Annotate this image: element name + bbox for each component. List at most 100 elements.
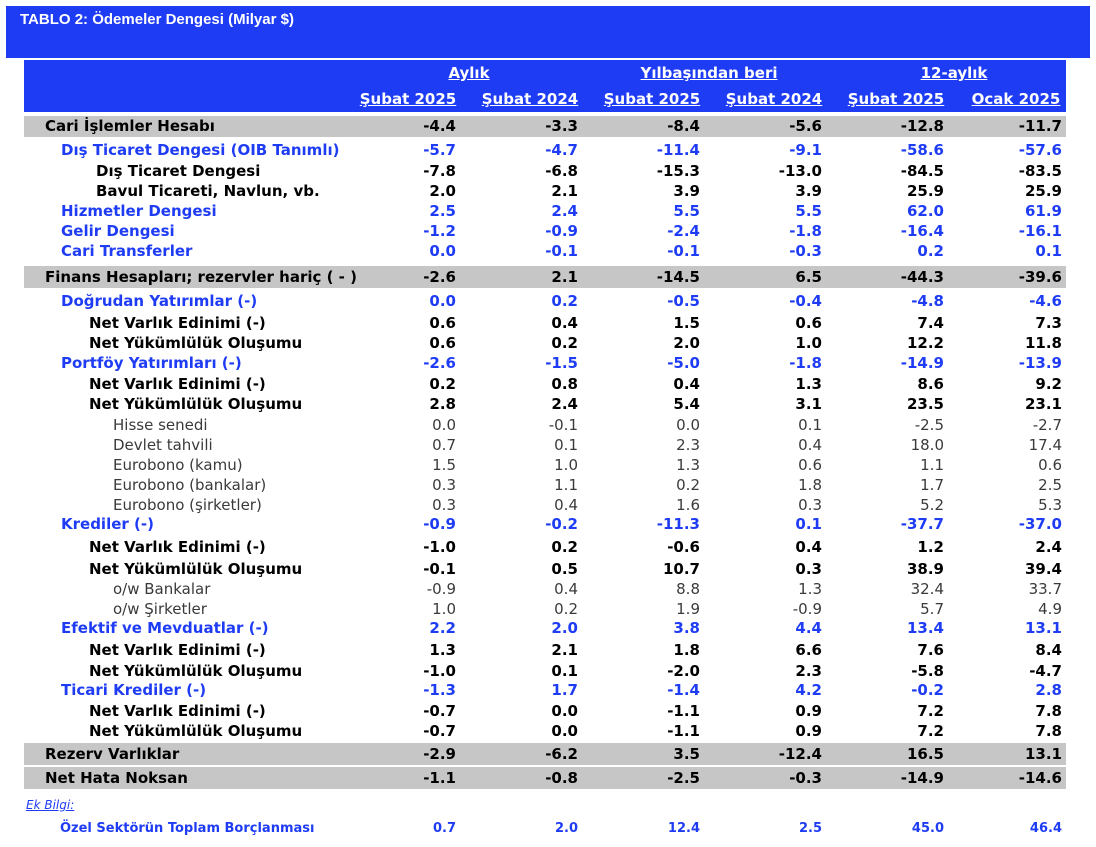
table-row: Bavul Ticareti, Navlun, vb. 2.0 2.1 3.9 3.9 2… — [24, 181, 1066, 201]
row-value: 0.0 — [551, 702, 578, 720]
row-value: -13.0 — [778, 162, 822, 180]
row-label: Net Varlık Edinimi (-) — [89, 375, 266, 393]
row-value: 0.2 — [676, 476, 700, 494]
col-header-5: Şubat 2025 — [847, 90, 945, 108]
row-value: -84.5 — [900, 162, 944, 180]
row-label: Devlet tahvili — [113, 436, 213, 454]
ek-bilgi-link[interactable]: Ek Bilgi: — [26, 798, 75, 812]
table-row: Hizmetler Dengesi 2.5 2.4 5.5 5.5 62.0 61.9 — [24, 201, 1066, 221]
row-value: 3.1 — [795, 395, 822, 413]
row-value: 1.8 — [798, 476, 822, 494]
row-value: 12.2 — [906, 334, 944, 352]
group-header-ytd: Yılbaşından beri — [640, 64, 778, 82]
row-label: Net Varlık Edinimi (-) — [89, 538, 266, 556]
row-value: 0.2 — [551, 334, 578, 352]
table-row: Cari Transferler 0.0 -0.1 -0.1 -0.3 0.2 0.1 — [24, 241, 1066, 261]
row-value: -13.9 — [1018, 354, 1062, 372]
row-value: 25.9 — [906, 182, 944, 200]
row-label: Ticari Krediler (-) — [61, 681, 207, 699]
table-row: Net Yükümlülük Oluşumu -0.1 0.5 10.7 0.3 38.9… — [24, 559, 1066, 579]
row-value: 2.3 — [676, 436, 700, 454]
table-title: TABLO 2: Ödemeler Dengesi (Milyar $) — [20, 11, 294, 28]
row-value: 1.0 — [795, 334, 822, 352]
row-value: 1.6 — [676, 496, 700, 514]
row-value: -2.0 — [667, 662, 700, 680]
row-value: -7.8 — [423, 162, 456, 180]
row-value: -58.6 — [900, 141, 944, 159]
row-value: 2.1 — [551, 268, 578, 286]
row-value: 32.4 — [910, 580, 944, 598]
row-label: Net Varlık Edinimi (-) — [89, 314, 266, 332]
table-row: Net Yükümlülük Oluşumu 0.6 0.2 2.0 1.0 12.2 11… — [24, 333, 1066, 353]
row-value: -8.4 — [667, 117, 700, 135]
row-value: 0.4 — [795, 538, 822, 556]
row-value: -1.1 — [423, 769, 456, 787]
row-value: 1.0 — [432, 600, 456, 618]
row-value: 1.1 — [554, 476, 578, 494]
row-value: 0.3 — [795, 560, 822, 578]
row-value: 1.5 — [673, 314, 700, 332]
row-value: -16.1 — [1018, 222, 1062, 240]
row-value: 5.7 — [920, 600, 944, 618]
row-value: 1.7 — [920, 476, 944, 494]
row-value: -57.6 — [1018, 141, 1062, 159]
row-value: 6.5 — [795, 268, 822, 286]
row-value: -2.7 — [1032, 416, 1062, 434]
row-value: -4.7 — [1029, 662, 1062, 680]
row-value: -83.5 — [1018, 162, 1062, 180]
row-value: 0.2 — [551, 538, 578, 556]
row-value: 33.7 — [1028, 580, 1062, 598]
row-value: -1.5 — [545, 354, 578, 372]
row-value: 2.8 — [429, 395, 456, 413]
row-value: 1.2 — [917, 538, 944, 556]
row-value: -0.9 — [545, 222, 578, 240]
table-row: Net Varlık Edinimi (-) -0.7 0.0 -1.1 0.9 7.2 7… — [24, 701, 1066, 721]
row-value: 1.9 — [676, 600, 700, 618]
row-value: 0.1 — [798, 416, 822, 434]
row-value: 0.9 — [795, 702, 822, 720]
table-row: Devlet tahvili 0.7 0.1 2.3 0.4 18.0 17.4 — [24, 435, 1066, 455]
row-value: -2.6 — [423, 354, 456, 372]
row-value: 2.0 — [673, 334, 700, 352]
table-row: Net Varlık Edinimi (-) 0.6 0.4 1.5 0.6 7.4 7.3 — [24, 313, 1066, 333]
row-value: 5.5 — [673, 202, 700, 220]
row-value: -14.6 — [1018, 769, 1062, 787]
table-row: Doğrudan Yatırımlar (-) 0.0 0.2 -0.5 -0.4 -4.… — [24, 291, 1066, 311]
row-label: Dış Ticaret Dengesi (OIB Tanımlı) — [61, 141, 340, 159]
row-value: 2.5 — [429, 202, 456, 220]
row-value: 1.3 — [795, 375, 822, 393]
col-header-3: Şubat 2025 — [603, 90, 701, 108]
footnote-row: Özel Sektörün Toplam Borçlanması 0.7 2.0… — [24, 818, 1066, 840]
row-value: -14.9 — [900, 769, 944, 787]
row-value: 3.9 — [795, 182, 822, 200]
row-value: -14.9 — [900, 354, 944, 372]
row-value: 0.2 — [429, 375, 456, 393]
row-value: 1.1 — [920, 456, 944, 474]
row-value: -0.1 — [545, 242, 578, 260]
row-value: 0.7 — [432, 436, 456, 454]
row-value: 1.8 — [673, 641, 700, 659]
row-value: -6.8 — [545, 162, 578, 180]
row-value: -0.9 — [423, 515, 456, 533]
row-value: 0.4 — [551, 314, 578, 332]
col-header-6: Ocak 2025 — [971, 90, 1061, 108]
row-label: o/w Bankalar — [113, 580, 211, 598]
table-row: Efektif ve Mevduatlar (-) 2.2 2.0 3.8 4.4 13.… — [24, 618, 1066, 638]
row-value: 4.9 — [1038, 600, 1062, 618]
row-value: -37.0 — [1018, 515, 1062, 533]
row-value: 62.0 — [906, 202, 944, 220]
row-label: Net Yükümlülük Oluşumu — [89, 334, 303, 352]
row-value: 0.6 — [429, 314, 456, 332]
col-header-2: Şubat 2024 — [481, 90, 579, 108]
row-value: 1.7 — [551, 681, 578, 699]
table-row: Net Hata Noksan -1.1 -0.8 -2.5 -0.3 -14.9 -14.… — [24, 767, 1066, 789]
row-value: -0.1 — [667, 242, 700, 260]
row-value: 5.2 — [920, 496, 944, 514]
table-row: Dış Ticaret Dengesi -7.8 -6.8 -15.3 -13.0 -84… — [24, 161, 1066, 181]
row-value: -5.6 — [789, 117, 822, 135]
row-value: 0.4 — [798, 436, 822, 454]
row-value: -11.4 — [656, 141, 700, 159]
table-row: Hisse senedi 0.0 -0.1 0.0 0.1 -2.5 -2.7 — [24, 415, 1066, 435]
row-value: -0.3 — [789, 769, 822, 787]
row-value: -4.6 — [1029, 292, 1062, 310]
